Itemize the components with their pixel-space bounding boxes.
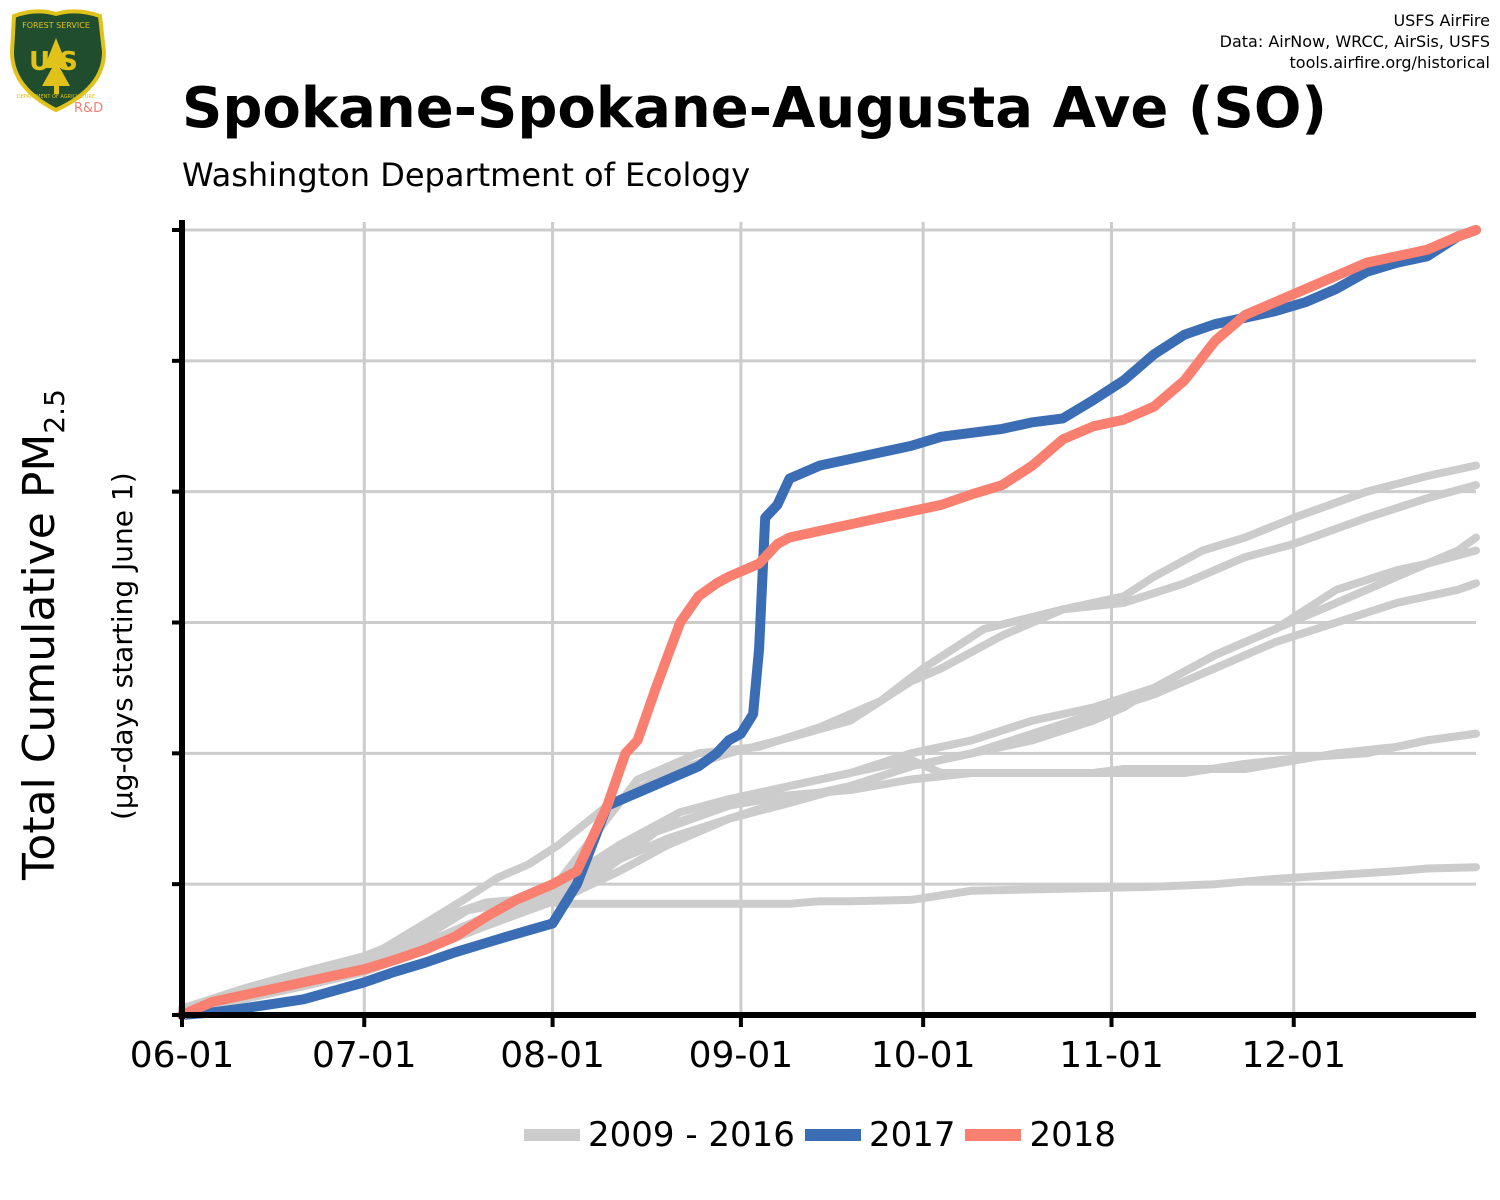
x-tick-label: 10-01 — [871, 1035, 976, 1076]
x-tick-label: 12-01 — [1241, 1035, 1346, 1076]
legend-label: 2018 — [1029, 1115, 1116, 1155]
legend-swatch — [965, 1129, 1022, 1141]
series-line-2009-2016 — [178, 863, 1480, 1014]
series-layer — [177, 225, 1481, 1020]
x-tick-label: 08-01 — [500, 1035, 605, 1076]
credit-line: Data: AirNow, WRCC, AirSis, USFS — [1219, 32, 1490, 51]
background-series-layer — [178, 461, 1480, 1016]
legend: 2009 - 2016 2017 2018 — [0, 1110, 1500, 1160]
legend-label: 2009 - 2016 — [587, 1115, 795, 1155]
grid-layer — [182, 222, 1476, 1015]
axis-layer: 06-01 07-01 08-01 09-01 10-01 11-01 12-01 — [130, 220, 1476, 1076]
credit-line: tools.airfire.org/historical — [1289, 53, 1490, 72]
logo-letters: U S — [29, 47, 78, 77]
legend-item-2018: 2018 — [965, 1115, 1116, 1155]
chart-title: Spokane-Spokane-Augusta Ave (SO) — [182, 76, 1328, 141]
series-line-2009-2016 — [178, 481, 1480, 1013]
series-line-2018 — [177, 225, 1481, 1020]
chart-subtitle: Washington Department of Ecology — [182, 156, 751, 194]
series-line-2009-2016 — [178, 533, 1480, 1016]
legend-label: 2017 — [868, 1115, 956, 1155]
usfs-logo: U S FOREST SERVICE DEPARTMENT OF AGRICUL… — [8, 8, 112, 116]
x-tick-label: 06-01 — [130, 1035, 235, 1076]
legend-swatch — [523, 1129, 580, 1141]
legend-item-2009-2016: 2009 - 2016 — [523, 1115, 795, 1155]
logo-tag: R&D — [74, 101, 103, 116]
credits: USFS AirFire Data: AirNow, WRCC, AirSis,… — [1220, 10, 1490, 73]
series-line-2009-2016 — [178, 579, 1480, 1014]
tree-icon — [42, 38, 70, 86]
credit-line: USFS AirFire — [1393, 11, 1490, 30]
logo-top-text: FOREST SERVICE — [22, 21, 90, 30]
legend-item-2017: 2017 — [804, 1115, 956, 1155]
x-tick-label: 07-01 — [312, 1035, 417, 1076]
x-tick-label: 09-01 — [689, 1035, 794, 1076]
x-tick-label: 11-01 — [1059, 1035, 1164, 1076]
legend-swatch — [804, 1129, 861, 1141]
logo-bottom-text: DEPARTMENT OF AGRICULTURE — [17, 94, 95, 100]
